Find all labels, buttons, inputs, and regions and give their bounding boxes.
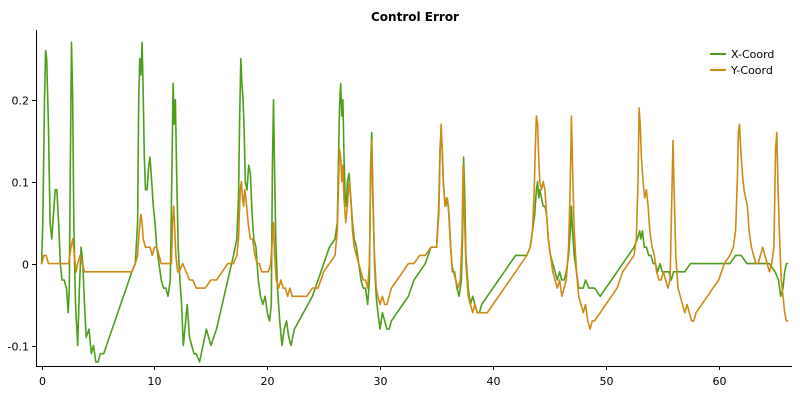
- legend-label-x-coord: X-Coord: [731, 48, 774, 61]
- y-tick-label: 0: [22, 259, 29, 272]
- y-tick-label: 0.2: [12, 95, 30, 108]
- x-tick-label: 30: [374, 375, 388, 388]
- chart-title: Control Error: [371, 10, 459, 24]
- legend: X-Coord Y-Coord: [710, 48, 774, 77]
- x-tick-label: 40: [487, 375, 501, 388]
- x-tick-label: 20: [261, 375, 275, 388]
- legend-label-y-coord: Y-Coord: [730, 64, 773, 77]
- series-line-y-coord: [40, 107, 789, 330]
- x-tick-label: 10: [148, 375, 162, 388]
- axes: -0.1 0 0.1 0.2 0 10 20 30 40 50 60: [8, 30, 792, 388]
- y-tick-label: 0.1: [12, 177, 30, 190]
- y-tick-label: -0.1: [8, 341, 29, 354]
- x-tick-label: 60: [713, 375, 727, 388]
- x-tick-label: 0: [39, 375, 46, 388]
- series-line-x-coord: [40, 41, 789, 363]
- series-lines: [40, 41, 789, 363]
- x-tick-label: 50: [600, 375, 614, 388]
